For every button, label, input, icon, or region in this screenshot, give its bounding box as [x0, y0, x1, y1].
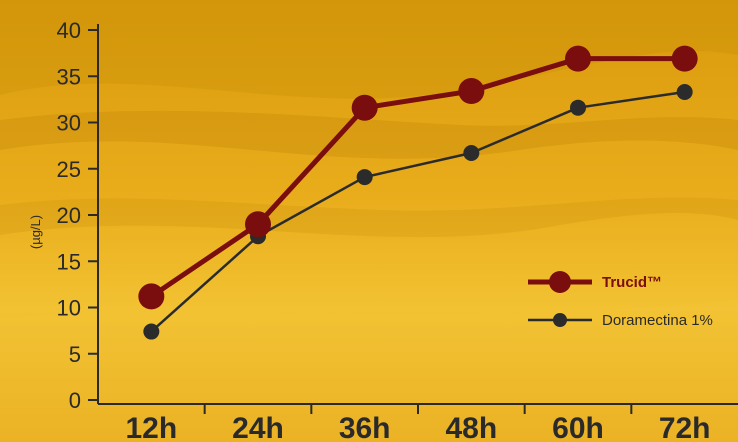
y-tick-label: 35: [57, 64, 81, 89]
x-tick-label: 36h: [339, 412, 391, 442]
data-point: [138, 283, 165, 310]
data-point: [458, 78, 485, 105]
hill-shape: [0, 197, 738, 238]
data-point: [570, 99, 586, 116]
data-point: [676, 83, 693, 100]
legend-label: Trucid™: [602, 274, 662, 291]
y-tick-label: 10: [57, 296, 81, 321]
data-point: [351, 94, 378, 121]
data-point: [143, 323, 160, 340]
x-tick-label: 60h: [552, 412, 604, 442]
data-point: [245, 211, 271, 238]
legend-swatch-marker: [549, 271, 571, 293]
series-line: [150, 90, 686, 333]
data-point: [565, 45, 591, 72]
hill-shape: [0, 300, 738, 442]
y-tick-label: 5: [69, 342, 81, 367]
x-tick-label: 24h: [232, 412, 284, 442]
y-tick-label: 15: [57, 249, 81, 274]
data-point: [671, 45, 698, 72]
series-0: [138, 45, 698, 310]
data-point: [463, 145, 480, 162]
y-tick-label: 25: [57, 157, 81, 182]
data-point: [356, 169, 373, 186]
series-layer: [138, 45, 698, 340]
hill-shape: [0, 0, 738, 99]
y-tick-label: 40: [57, 18, 81, 43]
series-line: [148, 56, 688, 299]
y-tick-label: 20: [57, 203, 81, 228]
legend-swatch-marker: [553, 313, 567, 327]
x-tick-label: 72h: [659, 412, 711, 442]
hill-shape: [0, 110, 738, 159]
legend-label: Doramectina 1%: [602, 312, 713, 329]
x-tick-label: 12h: [125, 412, 177, 442]
axes: 0 5 10 15 20 25 30 35 40 12h 24h 36h 48h 60h 72h (µg/L): [28, 18, 738, 442]
y-tick-label: 30: [57, 111, 81, 136]
x-tick-label: 48h: [445, 412, 497, 442]
legend: Trucid™ Doramectina 1%: [528, 271, 713, 329]
y-tick-label: 0: [69, 388, 81, 413]
y-axis-label: (µg/L): [28, 215, 43, 249]
